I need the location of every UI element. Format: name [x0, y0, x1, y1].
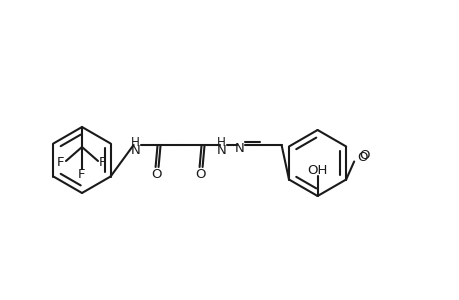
Text: N: N [216, 143, 226, 157]
Text: OH: OH [307, 164, 327, 176]
Text: F: F [78, 169, 85, 182]
Text: O: O [358, 149, 369, 162]
Text: O: O [195, 167, 205, 181]
Text: H: H [131, 136, 140, 148]
Text: F: F [99, 155, 106, 169]
Text: F: F [57, 155, 65, 169]
Text: O: O [356, 151, 367, 164]
Text: N: N [130, 143, 140, 157]
Text: H: H [217, 136, 225, 148]
Text: O: O [151, 167, 162, 181]
Text: N: N [234, 142, 244, 155]
